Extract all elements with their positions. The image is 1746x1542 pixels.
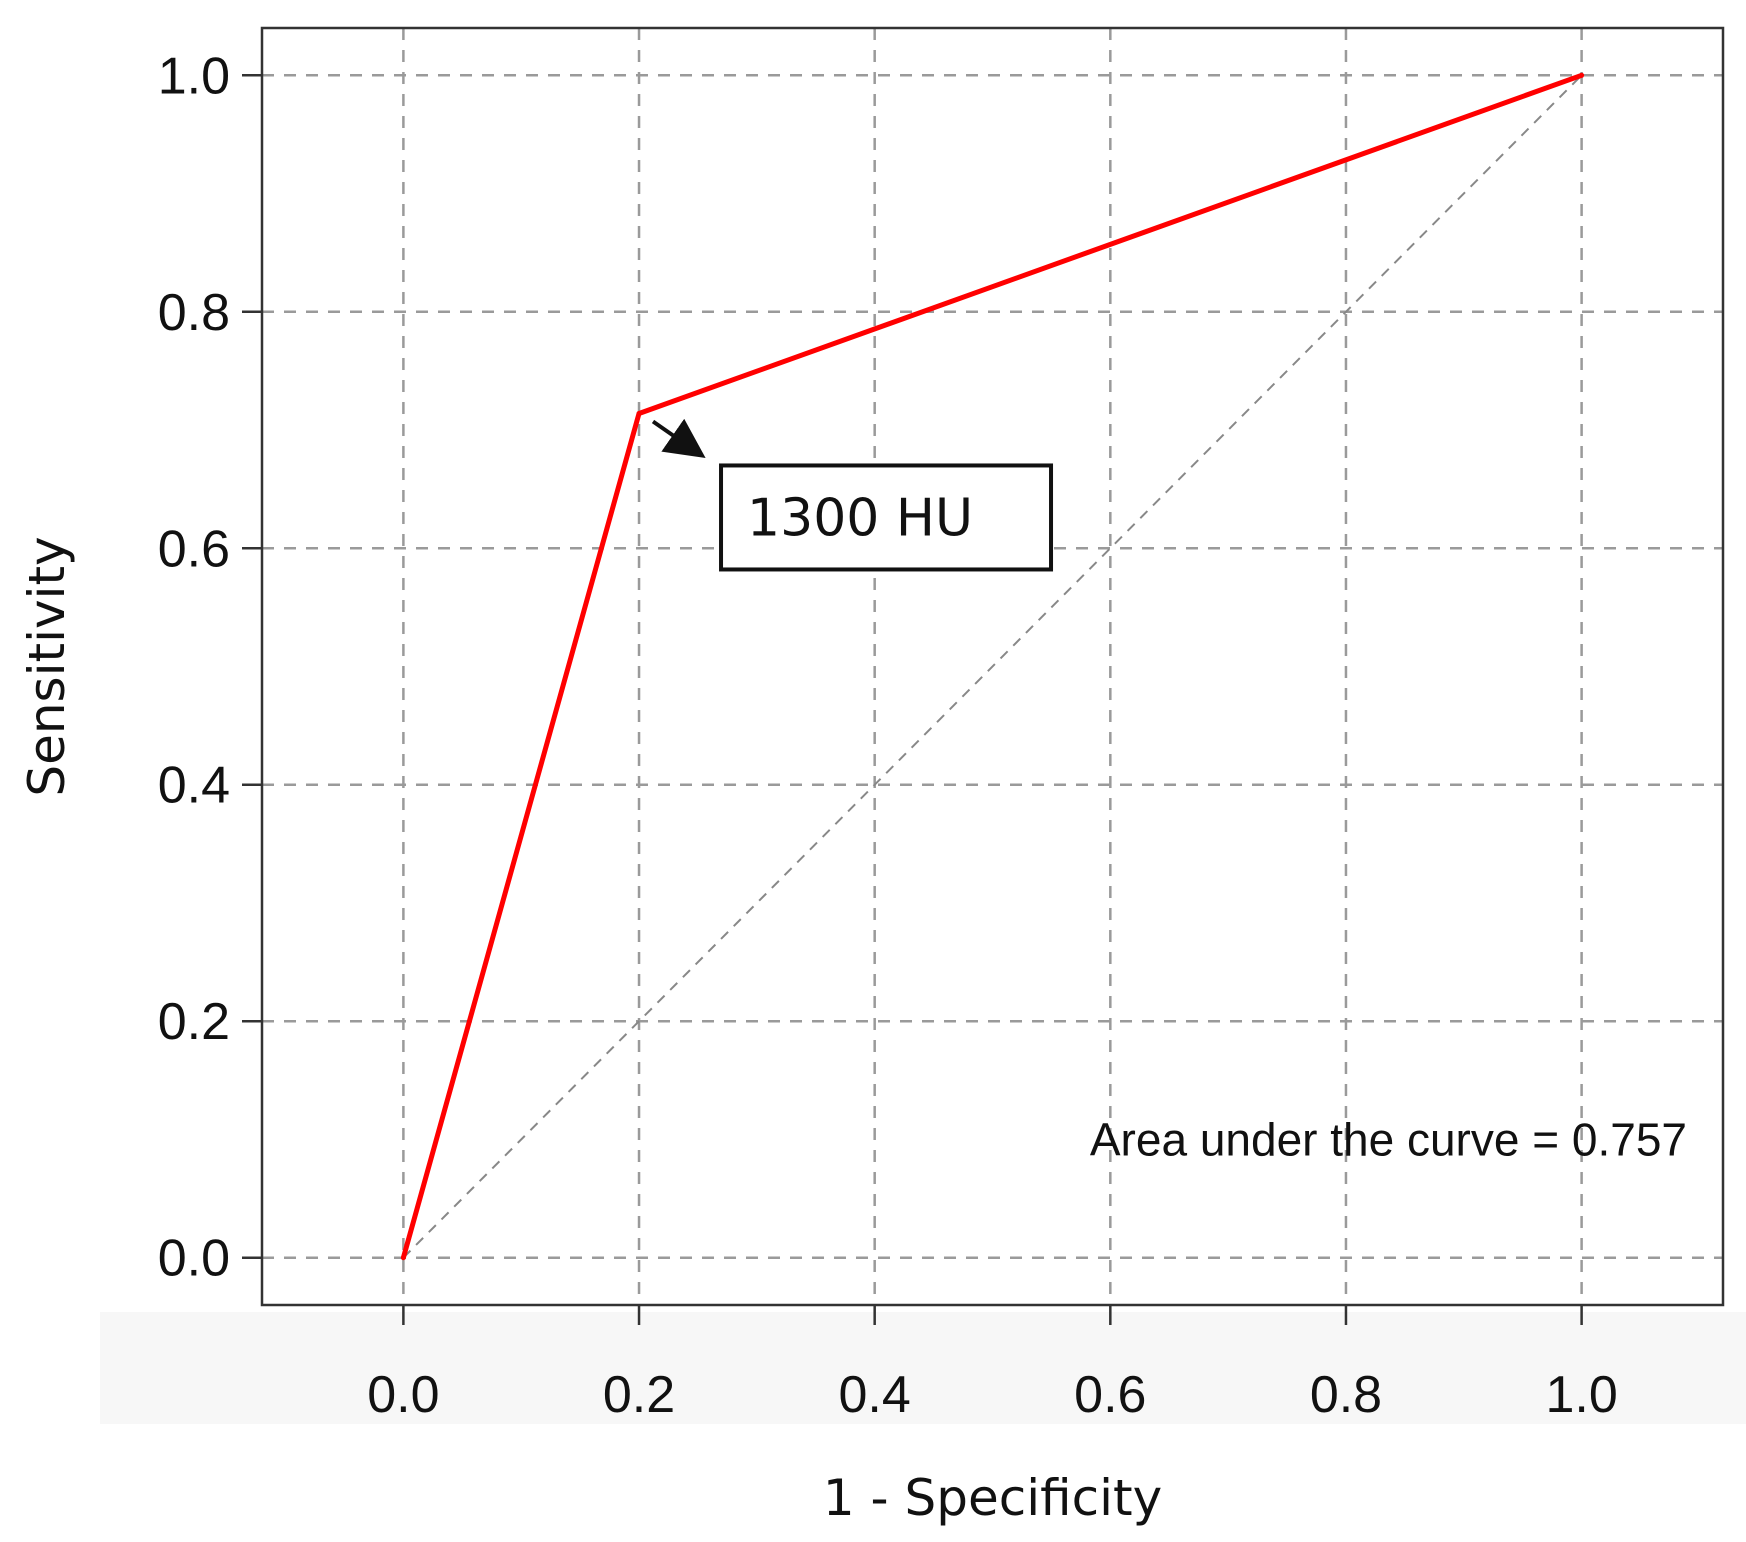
x-tick-label-0: 0.0 xyxy=(367,1366,439,1424)
x-tick-band xyxy=(100,1312,1746,1424)
cutoff-arrow xyxy=(651,418,706,459)
y-tick-label-4: 0.8 xyxy=(158,284,230,342)
cutoff-label-box xyxy=(719,463,1054,572)
x-tick-label-1: 0.2 xyxy=(603,1366,675,1424)
roc-point-2 xyxy=(1579,72,1585,78)
y-tick-label-1: 0.2 xyxy=(158,993,230,1051)
x-tick-label-4: 0.8 xyxy=(1310,1366,1382,1424)
x-tick-label-2: 0.4 xyxy=(839,1366,911,1424)
y-axis-title: Sensitivity xyxy=(18,536,76,796)
grid xyxy=(262,28,1723,1305)
roc-point-0 xyxy=(400,1255,406,1261)
plot-frame xyxy=(260,26,1725,1307)
x-tick-label-3: 0.6 xyxy=(1074,1366,1146,1424)
y-tick-label-2: 0.4 xyxy=(158,757,230,815)
x-tick-label-5: 1.0 xyxy=(1545,1366,1617,1424)
x-axis-title: 1 - Specificity xyxy=(823,1469,1162,1527)
cutoff-label: 1300 HU xyxy=(747,488,973,548)
x-axis: 0.0 0.2 0.4 0.6 0.8 1.0 xyxy=(367,1305,1618,1424)
annotations: 1300 HU Area under the curve = 0.757 xyxy=(651,418,1687,1165)
y-tick-label-3: 0.6 xyxy=(158,520,230,578)
y-axis: 0.0 0.2 0.4 0.6 0.8 1.0 xyxy=(158,47,262,1288)
y-tick-label-0: 0.0 xyxy=(158,1230,230,1288)
series-layer xyxy=(400,72,1585,1261)
auc-annotation: Area under the curve = 0.757 xyxy=(1090,1113,1687,1165)
roc-point-1 xyxy=(636,410,642,416)
y-tick-label-5: 1.0 xyxy=(158,47,230,105)
reference-diagonal xyxy=(402,74,1583,1259)
